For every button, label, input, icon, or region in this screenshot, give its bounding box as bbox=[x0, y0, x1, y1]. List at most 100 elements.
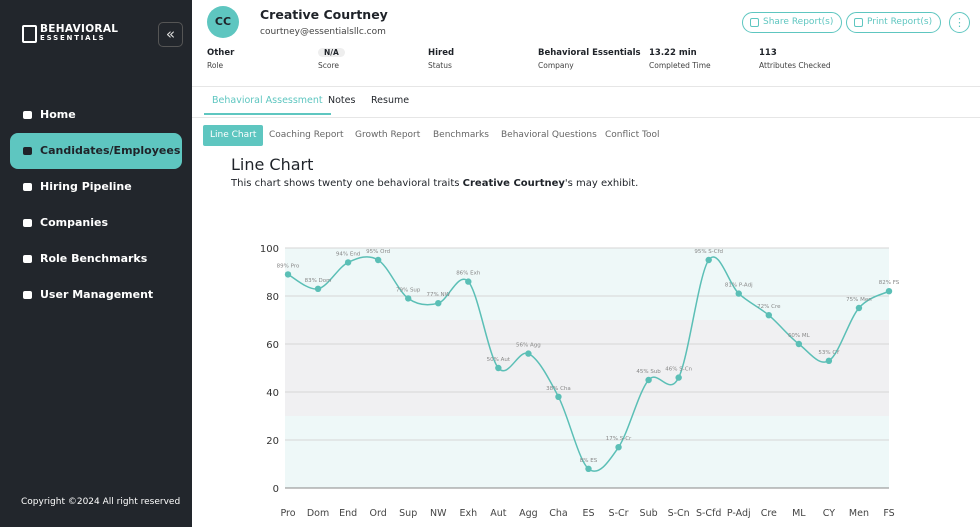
brand-top: BEHAVIORAL bbox=[40, 23, 119, 35]
nav-item[interactable]: Candidates/Employees bbox=[10, 133, 182, 169]
subtab[interactable]: Behavioral Questions bbox=[501, 130, 597, 140]
point bbox=[284, 271, 292, 278]
band bbox=[285, 320, 889, 416]
value-label: 95% Ord bbox=[366, 249, 390, 255]
nav-item[interactable]: Hiring Pipeline bbox=[10, 169, 182, 205]
x-tick-label: Cha bbox=[549, 508, 567, 519]
y-tick-label: 60 bbox=[266, 340, 279, 351]
nav-item[interactable]: Home bbox=[10, 97, 182, 133]
value-label: 75% Men bbox=[846, 297, 872, 303]
x-tick-label: Ord bbox=[370, 508, 387, 519]
point bbox=[495, 364, 502, 372]
nav-label: Companies bbox=[40, 216, 108, 229]
x-tick-label: End bbox=[339, 508, 357, 519]
field: Hired Status bbox=[428, 48, 454, 70]
sidebar: BEHAVIORAL ESSENTIALS « Home Candidates/… bbox=[0, 0, 192, 527]
x-tick-label: Agg bbox=[519, 508, 538, 519]
point bbox=[765, 312, 772, 319]
y-tick-label: 0 bbox=[273, 484, 279, 495]
description: This chart shows twenty one behavioral t… bbox=[231, 178, 638, 189]
x-tick-label: NW bbox=[430, 508, 447, 519]
tab[interactable]: Behavioral Assessment bbox=[204, 95, 331, 115]
tab[interactable]: Resume bbox=[371, 95, 410, 106]
candidate-name: Creative Courtney bbox=[260, 7, 388, 22]
value-label: 81% P-Adj bbox=[725, 283, 753, 289]
point bbox=[825, 357, 833, 364]
x-tick-label: Sub bbox=[640, 508, 658, 519]
field-value: Behavioral Essentials bbox=[538, 48, 641, 58]
desc-text: This chart shows twenty one behavioral t… bbox=[231, 178, 460, 189]
point bbox=[615, 444, 622, 451]
y-tick-label: 20 bbox=[266, 436, 279, 447]
more-button[interactable]: ⋮ bbox=[949, 12, 970, 33]
x-tick-label: Exh bbox=[459, 508, 477, 519]
field: 113 Attributes Checked bbox=[759, 48, 831, 70]
subtab[interactable]: Conflict Tool bbox=[605, 130, 660, 140]
point bbox=[855, 304, 863, 312]
field: Other Role bbox=[207, 48, 234, 70]
value-label: 86% Exh bbox=[456, 271, 481, 277]
x-tick-label: ES bbox=[582, 508, 594, 519]
x-tick-label: CY bbox=[823, 508, 835, 519]
button-label: Share Report(s) bbox=[763, 17, 834, 27]
field-label: Attributes Checked bbox=[759, 61, 831, 70]
nav-label: Home bbox=[40, 108, 76, 121]
tab[interactable]: Notes bbox=[328, 95, 356, 106]
value-label: 60% ML bbox=[788, 333, 811, 339]
nav-item[interactable]: Role Benchmarks bbox=[10, 241, 182, 277]
point bbox=[344, 259, 352, 266]
field-label: Company bbox=[538, 61, 574, 70]
value-label: 82% FS bbox=[879, 280, 900, 286]
field: N/A Score bbox=[318, 48, 345, 70]
band bbox=[285, 248, 889, 320]
subtab[interactable]: Growth Report bbox=[355, 130, 421, 140]
collapse-button[interactable]: « bbox=[158, 22, 183, 47]
point bbox=[795, 340, 803, 348]
value-label: 53% CY bbox=[818, 350, 840, 356]
value-label: 8% ES bbox=[580, 458, 598, 464]
share-button[interactable]: Share Report(s) bbox=[742, 12, 843, 33]
x-tick-label: Pro bbox=[280, 508, 295, 519]
point bbox=[465, 278, 472, 285]
point bbox=[735, 290, 742, 297]
x-tick-label: S-Cn bbox=[668, 508, 690, 519]
nav-label: Hiring Pipeline bbox=[40, 180, 132, 193]
value-label: 95% S-Cfd bbox=[694, 249, 723, 255]
x-tick-label: S-Cfd bbox=[696, 508, 721, 519]
avatar: CC bbox=[207, 6, 239, 38]
x-tick-label: Dom bbox=[307, 508, 329, 519]
value-label: 17% S-Cr bbox=[606, 436, 632, 442]
nav-item[interactable]: User Management bbox=[10, 277, 182, 313]
subtab[interactable]: Benchmarks bbox=[433, 130, 489, 140]
chart: 0 20 40 60 80 100 Pro Dom End Ord Sup NW Exh Aut Agg Ch… bbox=[260, 244, 900, 519]
point bbox=[555, 393, 562, 400]
nav-label: User Management bbox=[40, 288, 154, 301]
y-tick-label: 80 bbox=[266, 292, 279, 303]
field-value: N/A bbox=[318, 48, 345, 57]
x-tick-label: Cre bbox=[761, 508, 777, 519]
y-tick-label: 100 bbox=[260, 244, 279, 255]
field-label: Completed Time bbox=[649, 61, 711, 70]
print-button[interactable]: Print Report(s) bbox=[846, 12, 942, 33]
point bbox=[525, 350, 532, 357]
subtab[interactable]: Coaching Report bbox=[269, 130, 344, 140]
subtab[interactable]: Line Chart bbox=[203, 125, 264, 146]
value-label: 45% Sub bbox=[636, 369, 661, 375]
nav-label: Candidates/Employees bbox=[40, 144, 181, 157]
nav-item[interactable]: Companies bbox=[10, 205, 182, 241]
field-value: 13.22 min bbox=[649, 48, 697, 58]
y-tick-label: 40 bbox=[266, 388, 279, 399]
field-value: 113 bbox=[759, 48, 777, 58]
value-label: 94% End bbox=[336, 251, 360, 257]
value-label: 79% Sup bbox=[396, 287, 421, 293]
point bbox=[645, 376, 652, 384]
field-value: Hired bbox=[428, 48, 455, 58]
value-label: 56% Agg bbox=[516, 343, 541, 349]
nav-label: Role Benchmarks bbox=[40, 252, 148, 265]
button-label: Print Report(s) bbox=[867, 17, 933, 27]
point bbox=[435, 300, 442, 307]
desc-text: 's may exhibit. bbox=[564, 178, 639, 189]
value-label: 46% S-Cn bbox=[665, 367, 692, 373]
x-tick-label: P-Adj bbox=[727, 508, 751, 519]
